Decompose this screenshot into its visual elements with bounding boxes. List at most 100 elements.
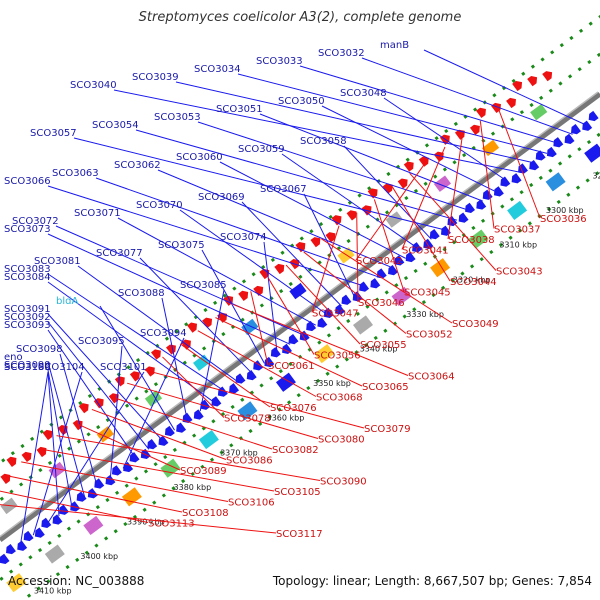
forward-label-leader: [161, 297, 188, 421]
reverse-gene-arrow: [476, 107, 486, 118]
forward-gene-label: SCO3050: [278, 96, 325, 107]
reverse-feature-box: [433, 175, 452, 192]
forward-gene-label: SCO3032: [318, 48, 365, 59]
reverse-gene-arrow: [325, 232, 336, 243]
reverse-label-leader: [0, 504, 277, 534]
forward-gene-arrow: [76, 491, 87, 502]
forward-label-leader: [47, 321, 150, 450]
reverse-gene-label: SCO3106: [228, 498, 275, 509]
forward-gene-label: SCO3093: [4, 320, 51, 331]
reverse-gene-label: SCO3061: [268, 361, 315, 372]
forward-label-leader: [47, 369, 73, 507]
reverse-label-leader: [179, 343, 271, 408]
reverse-gene-label: SCO3043: [496, 267, 543, 278]
reverse-gene-label: SCO3047: [312, 309, 359, 320]
forward-gene-arrow: [6, 543, 16, 555]
forward-gene-arrow: [341, 294, 352, 305]
reverse-gene-label: SCO3080: [318, 435, 365, 446]
kbp-tick-label: 3350 kbp: [313, 379, 351, 388]
forward-label-leader: [199, 289, 225, 412]
reverse-gene-arrow: [527, 76, 538, 87]
reverse-gene-arrow: [310, 237, 321, 248]
forward-gene-arrow: [335, 304, 345, 315]
reverse-gene-arrow: [274, 263, 285, 275]
forward-label-leader: [113, 89, 522, 173]
forward-gene-label: SCO3066: [4, 176, 51, 187]
reverse-gene-arrow: [114, 376, 125, 387]
forward-gene-label: SCO3033: [256, 56, 303, 67]
reverse-gene-label: SCO3089: [180, 466, 227, 477]
reverse-gene-arrow: [108, 393, 119, 404]
forward-gene-label: SCO3095: [78, 336, 125, 347]
reverse-label-leader: [409, 172, 497, 271]
forward-gene-arrow: [0, 553, 10, 564]
reverse-gene-label: SCO3068: [316, 393, 363, 404]
kbp-tick-label: 3300 kbp: [546, 206, 584, 215]
reverse-gene-arrow: [433, 151, 444, 162]
forward-label-leader: [157, 169, 394, 269]
forward-label-leader: [321, 105, 496, 193]
forward-gene-arrow: [70, 501, 81, 512]
forward-gene-label: SCO3054: [92, 120, 139, 131]
reverse-gene-label: SCO3046: [358, 298, 405, 309]
reverse-label-leader: [3, 474, 183, 513]
reverse-feature-box: [241, 318, 259, 336]
reverse-label-leader: [401, 146, 446, 250]
forward-feature-box: [507, 200, 528, 221]
forward-gene-arrow: [553, 137, 564, 148]
reverse-gene-arrow: [72, 420, 83, 431]
page-title: Streptomyces coelicolor A3(2), complete …: [138, 10, 462, 25]
reverse-gene-arrow: [454, 129, 465, 140]
forward-label-leader: [303, 193, 355, 297]
forward-gene-label: SCO3069: [198, 192, 245, 203]
reverse-gene-arrow: [253, 285, 264, 297]
reverse-gene-arrow: [217, 312, 228, 323]
reverse-label-leader: [321, 238, 453, 324]
forward-label-leader: [47, 313, 163, 441]
forward-gene-arrow: [511, 173, 522, 184]
forward-label-leader: [32, 371, 83, 536]
forward-gene-label: SCO3074: [220, 232, 267, 243]
forward-label-leader: [263, 241, 278, 354]
forward-gene-arrow: [370, 278, 381, 289]
forward-label-leader: [237, 73, 548, 154]
forward-label-leader: [77, 265, 240, 383]
forward-label-leader: [47, 233, 291, 345]
reverse-gene-arrow: [36, 446, 47, 458]
forward-label-leader: [135, 129, 458, 221]
forward-gene-arrow: [458, 212, 469, 223]
forward-feature-box: [391, 286, 412, 306]
forward-gene-label: SCO3040: [70, 80, 117, 91]
forward-gene-label: SCO3088: [118, 288, 165, 299]
reverse-gene-arrow: [150, 349, 161, 360]
forward-gene-arrow: [41, 517, 52, 528]
genome-summary-label: Topology: linear; Length: 8,667,507 bp; …: [272, 574, 592, 588]
reverse-gene-label: SCO3064: [408, 372, 455, 383]
reverse-label-leader: [285, 264, 361, 345]
forward-gene-arrow: [23, 530, 34, 542]
reverse-gene-label: SCO3037: [494, 225, 541, 236]
forward-label-leader: [343, 145, 432, 240]
reverse-gene-arrow: [42, 429, 53, 441]
reverse-label-leader: [144, 369, 365, 429]
forward-label-leader: [95, 177, 381, 278]
forward-gene-arrow: [58, 504, 69, 515]
forward-gene-label: SCO3071: [74, 208, 121, 219]
kbp-tick-label: 3370 kbp: [220, 448, 258, 457]
forward-gene-label: SCO3101: [100, 362, 147, 373]
forward-gene-label: SCO3084: [4, 272, 51, 283]
kbp-tick-label: 3310 kbp: [499, 241, 537, 250]
forward-label-leader: [99, 305, 175, 431]
reverse-gene-arrow: [542, 71, 553, 82]
reverse-gene-label: SCO3049: [452, 319, 499, 330]
reverse-gene-arrow: [295, 242, 306, 253]
forward-gene-arrow: [176, 422, 187, 433]
reverse-label-leader: [497, 107, 541, 219]
forward-gene-arrow: [17, 540, 28, 551]
forward-label-leader: [219, 161, 406, 259]
forward-feature-box: [121, 487, 142, 507]
forward-gene-arrow: [394, 255, 405, 266]
reverse-label-leader: [391, 186, 451, 282]
forward-gene-arrow: [282, 343, 292, 354]
